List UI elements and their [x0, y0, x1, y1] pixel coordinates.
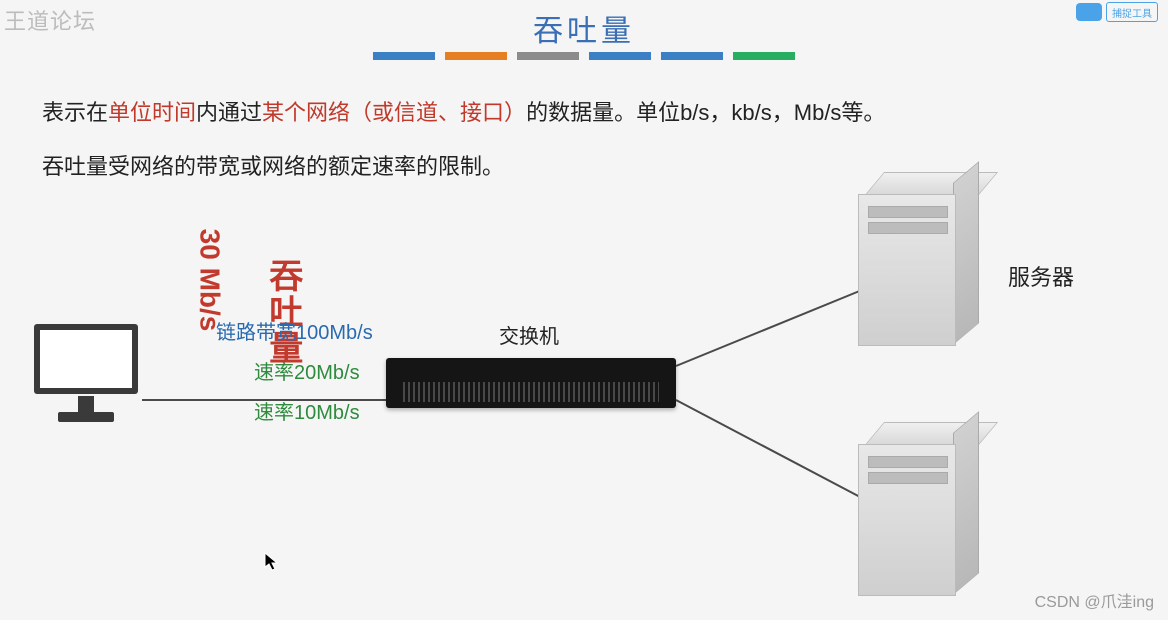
link-rate2-label: 速率10Mb/s — [254, 396, 360, 425]
server-bottom-icon — [858, 422, 978, 594]
slide-title: 吞吐量 — [0, 6, 1168, 50]
server-top-icon — [858, 172, 978, 344]
link-bandwidth-label: 链路带宽100Mb/s — [216, 316, 373, 345]
rate2-prefix: 速率 — [254, 402, 294, 424]
title-underline-stripes — [373, 52, 795, 60]
def-highlight-network: 某个网络（或信道、接口） — [262, 100, 526, 125]
rate2-value: 10Mb/s — [294, 402, 360, 424]
bandwidth-prefix: 链路带宽 — [216, 322, 296, 344]
def-highlight-unit-time: 单位时间 — [108, 100, 196, 125]
bandwidth-value: 100Mb/s — [296, 322, 373, 344]
mouse-cursor-icon — [264, 552, 280, 572]
definition-paragraph: 表示在单位时间内通过某个网络（或信道、接口）的数据量。单位b/s，kb/s，Mb… — [42, 96, 885, 129]
client-monitor-icon — [30, 320, 142, 430]
def-text-2: 内通过 — [196, 100, 262, 125]
constraint-paragraph: 吞吐量受网络的带宽或网络的额定速率的限制。 — [42, 150, 504, 183]
switch-label: 交换机 — [499, 320, 559, 349]
rate1-value: 20Mb/s — [294, 362, 360, 384]
rate1-prefix: 速率 — [254, 362, 294, 384]
throughput-word: 吞吐量 — [264, 258, 302, 366]
def-text-1: 表示在 — [42, 100, 108, 125]
def-text-3: 的数据量。单位b/s，kb/s，Mb/s等。 — [526, 100, 885, 125]
link-rate1-label: 速率20Mb/s — [254, 356, 360, 385]
watermark-bottom-right: CSDN @爪洼ing — [1035, 588, 1154, 612]
server-label: 服务器 — [1008, 260, 1074, 292]
network-switch-icon — [386, 358, 676, 408]
throughput-vertical-label: 吞吐量 30 Mb/s — [156, 258, 308, 366]
